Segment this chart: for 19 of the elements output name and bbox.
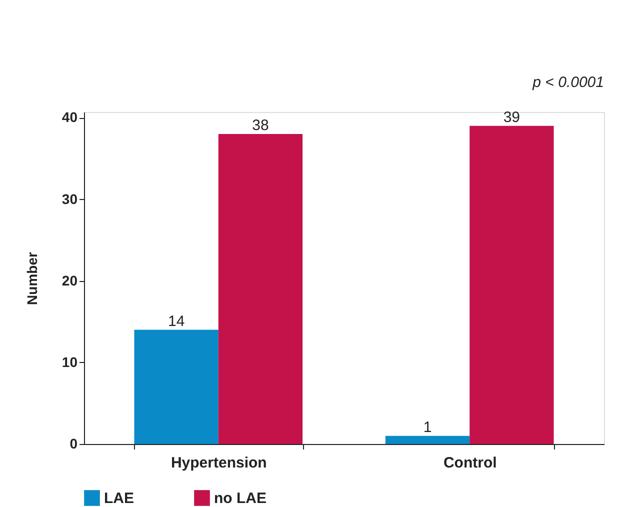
data-label: 1 [423,418,432,436]
y-tick-label: 40 [62,109,78,126]
x-tick-label: Control [443,454,497,472]
y-axis-title: Number [24,252,40,305]
y-tick-label: 20 [62,272,78,288]
y-tick-label: 0 [70,436,78,452]
bar [218,134,303,444]
legend-label: LAE [104,490,134,507]
data-label: 14 [168,312,185,330]
bar [470,126,554,444]
bar [385,436,470,444]
x-tick-label: Hypertension [170,454,267,472]
bar [134,330,218,444]
text: p < 0.0001 [532,74,604,91]
y-tick-label: 30 [62,190,78,207]
data-label: 39 [503,108,520,126]
legend-label: no LAE [214,490,266,507]
data-label: 38 [252,117,269,134]
y-tick-label: 10 [62,354,78,370]
